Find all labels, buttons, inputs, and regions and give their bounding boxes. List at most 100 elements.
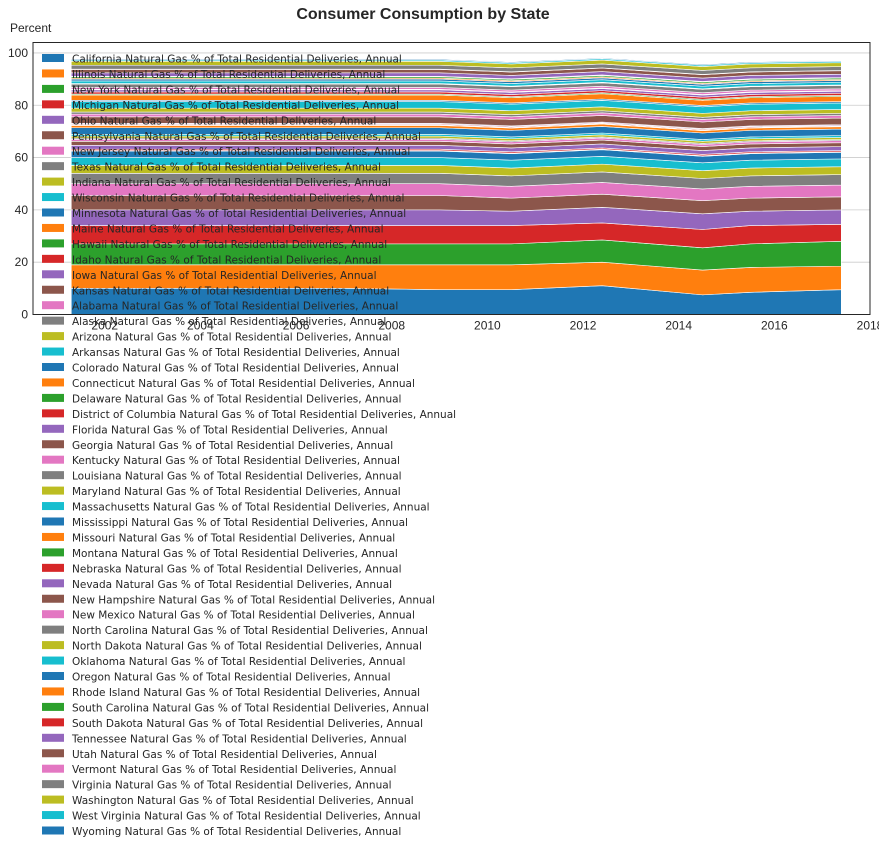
- legend-label: North Carolina Natural Gas % of Total Re…: [72, 625, 428, 637]
- legend-item-wyoming: Wyoming Natural Gas % of Total Residenti…: [42, 826, 401, 838]
- legend-item-louisiana: Louisiana Natural Gas % of Total Residen…: [42, 471, 402, 483]
- legend-label: New Mexico Natural Gas % of Total Reside…: [72, 610, 415, 622]
- x-tick-2014: 2014: [665, 319, 692, 333]
- legend-swatch: [42, 625, 64, 634]
- legend-label: Mississippi Natural Gas % of Total Resid…: [72, 517, 408, 529]
- legend-swatch: [42, 486, 64, 495]
- legend-swatch: [42, 594, 64, 603]
- legend-item-maine: Maine Natural Gas % of Total Residential…: [42, 223, 384, 235]
- legend-label: Hawaii Natural Gas % of Total Residentia…: [72, 239, 387, 251]
- legend-swatch: [42, 718, 64, 727]
- legend-label: Wisconsin Natural Gas % of Total Residen…: [72, 193, 404, 205]
- legend-swatch: [42, 455, 64, 464]
- legend-label: Iowa Natural Gas % of Total Residential …: [72, 270, 377, 282]
- legend-item-colorado: Colorado Natural Gas % of Total Resident…: [42, 363, 399, 375]
- legend-swatch: [42, 115, 64, 124]
- legend-item-arkansas: Arkansas Natural Gas % of Total Resident…: [42, 347, 400, 359]
- legend-swatch: [42, 363, 64, 371]
- legend-item-new-mexico: New Mexico Natural Gas % of Total Reside…: [42, 610, 415, 622]
- legend-label: Florida Natural Gas % of Total Residenti…: [72, 424, 388, 436]
- legend-label: Louisiana Natural Gas % of Total Residen…: [72, 471, 402, 483]
- legend-item-pennsylvania: Pennsylvania Natural Gas % of Total Resi…: [42, 131, 421, 143]
- legend-swatch: [42, 69, 64, 78]
- x-tick-2012: 2012: [570, 319, 597, 333]
- legend-item-georgia: Georgia Natural Gas % of Total Residenti…: [42, 440, 393, 452]
- x-tick-2004: 2004: [187, 319, 214, 333]
- legend-swatch: [42, 393, 64, 402]
- legend-label: Maryland Natural Gas % of Total Resident…: [72, 486, 401, 498]
- legend-item-nevada: Nevada Natural Gas % of Total Residentia…: [42, 579, 392, 591]
- legend-swatch: [42, 795, 64, 804]
- legend-swatch: [42, 378, 64, 387]
- legend-item-ohio: Ohio Natural Gas % of Total Residential …: [42, 115, 376, 127]
- x-tick-2008: 2008: [378, 319, 405, 333]
- legend-item-utah: Utah Natural Gas % of Total Residential …: [42, 749, 377, 761]
- legend-swatch: [42, 548, 64, 557]
- legend-item-arizona: Arizona Natural Gas % of Total Residenti…: [42, 332, 391, 344]
- legend-label: Missouri Natural Gas % of Total Resident…: [72, 532, 395, 544]
- legend-label: Delaware Natural Gas % of Total Resident…: [72, 393, 401, 405]
- legend-item-south-dakota: South Dakota Natural Gas % of Total Resi…: [42, 718, 423, 730]
- legend-item-alaska: Alaska Natural Gas % of Total Residentia…: [42, 316, 386, 328]
- legend-item-delaware: Delaware Natural Gas % of Total Resident…: [42, 393, 401, 405]
- legend-swatch: [42, 733, 64, 742]
- legend-item-massachusetts: Massachusetts Natural Gas % of Total Res…: [42, 502, 430, 514]
- legend-swatch: [42, 641, 64, 650]
- legend-swatch: [42, 131, 64, 140]
- legend-label: Michigan Natural Gas % of Total Resident…: [72, 100, 399, 112]
- legend-label: Arizona Natural Gas % of Total Residenti…: [72, 332, 391, 344]
- y-tick-20: 20: [15, 255, 29, 269]
- legend-item-kentucky: Kentucky Natural Gas % of Total Resident…: [42, 455, 400, 467]
- x-tick-2016: 2016: [761, 319, 788, 333]
- legend-item-montana: Montana Natural Gas % of Total Residenti…: [42, 548, 398, 560]
- legend-swatch: [42, 672, 64, 680]
- x-tick-labels: 2002 2004 2006 2008 2010 2012 2014 2016 2018: [91, 319, 879, 333]
- legend-label: North Dakota Natural Gas % of Total Resi…: [72, 641, 422, 653]
- legend-label: Rhode Island Natural Gas % of Total Resi…: [72, 687, 420, 699]
- legend-label: New Jersey Natural Gas % of Total Reside…: [72, 146, 410, 158]
- legend-swatch: [42, 270, 64, 279]
- y-tick-100: 100: [8, 46, 28, 60]
- legend-label: Illinois Natural Gas % of Total Resident…: [72, 69, 385, 81]
- legend-item-california: California Natural Gas % of Total Reside…: [42, 54, 402, 66]
- legend-item-hawaii: Hawaii Natural Gas % of Total Residentia…: [42, 239, 387, 251]
- legend-swatch: [42, 563, 64, 572]
- legend-label: Connecticut Natural Gas % of Total Resid…: [72, 378, 415, 390]
- legend-swatch: [42, 749, 64, 758]
- legend-swatch: [42, 254, 64, 263]
- legend-swatch: [42, 347, 64, 356]
- legend-item-south-carolina: South Carolina Natural Gas % of Total Re…: [42, 702, 429, 714]
- legend-swatch: [42, 702, 64, 711]
- legend-swatch: [42, 764, 64, 773]
- legend-swatch: [42, 656, 64, 665]
- legend-item-iowa: Iowa Natural Gas % of Total Residential …: [42, 270, 377, 282]
- legend-item-north-dakota: North Dakota Natural Gas % of Total Resi…: [42, 641, 422, 653]
- legend-item-minnesota: Minnesota Natural Gas % of Total Residen…: [42, 208, 406, 220]
- legend-item-illinois: Illinois Natural Gas % of Total Resident…: [42, 69, 385, 81]
- legend-item-nebraska: Nebraska Natural Gas % of Total Resident…: [42, 563, 402, 575]
- legend-label: Utah Natural Gas % of Total Residential …: [72, 749, 377, 761]
- legend-label: New Hampshire Natural Gas % of Total Res…: [72, 594, 435, 606]
- legend-item-oregon: Oregon Natural Gas % of Total Residentia…: [42, 672, 391, 684]
- x-tick-2018: 2018: [857, 319, 879, 333]
- legend-swatch: [42, 239, 64, 248]
- legend: California Natural Gas % of Total Reside…: [42, 54, 456, 838]
- legend-swatch: [42, 285, 64, 294]
- legend-swatch: [42, 316, 64, 325]
- legend-swatch: [42, 84, 64, 93]
- legend-item-new-hampshire: New Hampshire Natural Gas % of Total Res…: [42, 594, 435, 606]
- legend-label: Wyoming Natural Gas % of Total Residenti…: [72, 826, 401, 838]
- legend-swatch: [42, 471, 64, 480]
- legend-item-alabama: Alabama Natural Gas % of Total Residenti…: [42, 301, 398, 313]
- legend-item-new-york: New York Natural Gas % of Total Resident…: [42, 84, 400, 96]
- x-tick-2006: 2006: [283, 319, 310, 333]
- legend-swatch: [42, 193, 64, 202]
- legend-label: Kansas Natural Gas % of Total Residentia…: [72, 285, 389, 297]
- legend-label: Alabama Natural Gas % of Total Residenti…: [72, 301, 398, 313]
- x-tick-2002: 2002: [91, 319, 118, 333]
- legend-label: Texas Natural Gas % of Total Residential…: [71, 162, 381, 174]
- legend-item-west-virginia: West Virginia Natural Gas % of Total Res…: [42, 811, 421, 823]
- legend-item-maryland: Maryland Natural Gas % of Total Resident…: [42, 486, 401, 498]
- legend-label: West Virginia Natural Gas % of Total Res…: [72, 811, 421, 823]
